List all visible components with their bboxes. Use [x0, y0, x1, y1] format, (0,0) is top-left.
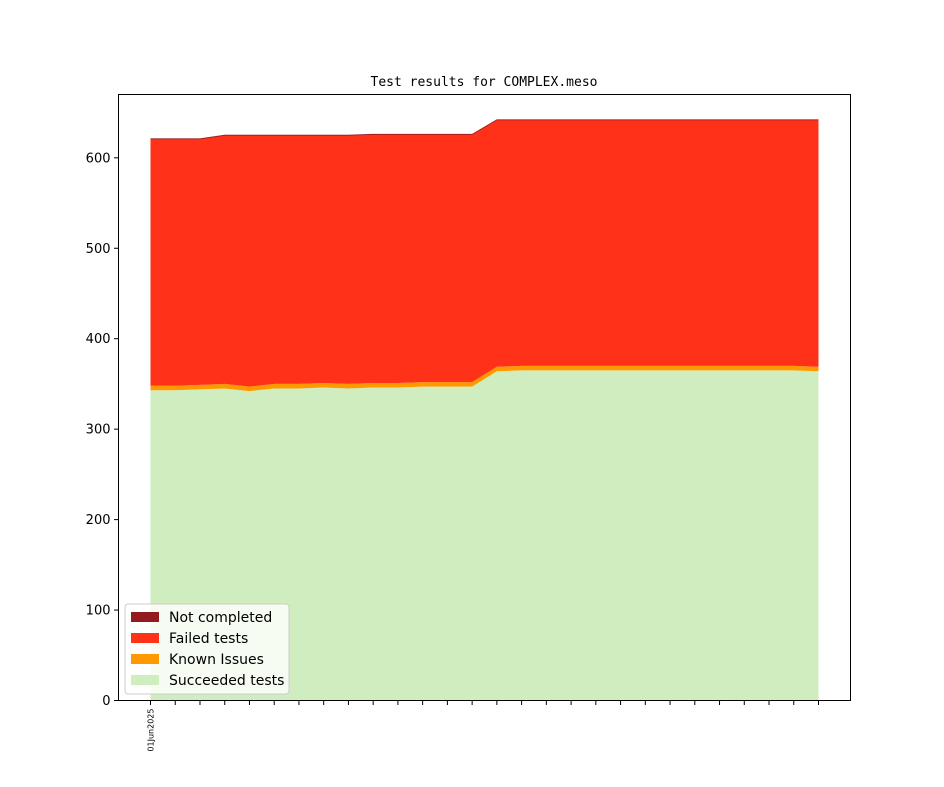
y-tick-label: 300: [86, 423, 111, 438]
y-tick-label: 600: [86, 151, 111, 166]
legend-swatch-known-issues: [131, 654, 159, 664]
x-tick-label: 01Jun2025: [147, 709, 156, 752]
area-failed-tests: [150, 119, 819, 387]
legend-label-known-issues: Known Issues: [169, 652, 264, 668]
legend-label-succeeded-tests: Succeeded tests: [169, 673, 284, 689]
legend-box: [124, 603, 290, 695]
y-tick-label: 400: [86, 332, 111, 347]
legend-swatch-failed-tests: [131, 633, 159, 643]
chart-title: Test results for COMPLEX.meso: [371, 75, 598, 90]
legend-swatch-not-completed: [131, 612, 159, 622]
legend-swatch-succeeded-tests: [131, 675, 159, 685]
x-axis: 01Jun2025: [147, 700, 819, 752]
y-tick-label: 100: [86, 604, 111, 619]
legend-label-failed-tests: Failed tests: [169, 631, 248, 647]
y-axis: 0 100 200 300 400 500 600: [86, 151, 119, 709]
y-tick-label: 0: [102, 694, 110, 709]
plot-frame: [118, 94, 851, 701]
legend: Not completed Failed tests Known Issues Suc…: [124, 603, 290, 695]
legend-label-not-completed: Not completed: [169, 610, 272, 626]
area-layers: [150, 119, 819, 701]
area-top-edge: [150, 119, 819, 140]
y-tick-label: 200: [86, 513, 111, 528]
area-known-issues: [150, 365, 819, 392]
area-succeeded-tests: [150, 370, 819, 701]
y-tick-label: 500: [86, 242, 111, 257]
